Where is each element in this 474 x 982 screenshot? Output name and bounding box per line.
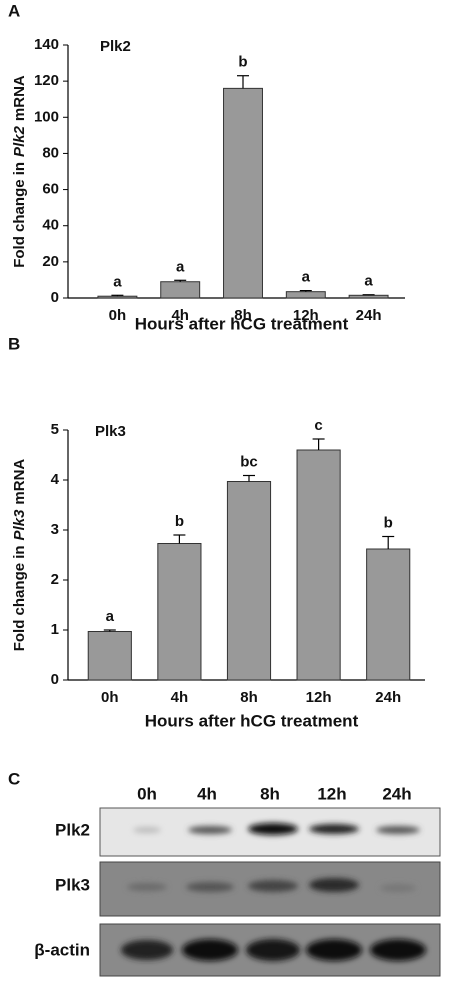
significance-label: a [176,258,185,275]
x-tick-label: 24h [356,307,382,324]
y-axis-label-part: mRNA [11,459,28,505]
y-tick-label: 2 [51,571,59,588]
bar [366,548,411,681]
band [127,883,167,891]
error-bar [237,75,249,89]
x-tick-label: 24h [375,689,401,706]
lane-label: 0h [137,784,157,803]
significance-label: b [384,514,393,531]
band [246,939,300,961]
significance-label: a [302,269,311,286]
y-tick-label: 60 [42,181,59,198]
band [380,884,416,892]
y-tick-label: 80 [42,144,59,161]
y-tick-label: 0 [51,671,59,688]
bar [223,87,263,299]
error-bar [382,535,395,549]
y-tick-label: 100 [34,108,59,125]
y-axis-label-part: Plk2 [11,125,28,157]
band [370,939,426,961]
band [248,880,298,892]
error-bar [103,629,116,632]
bar [348,294,389,299]
y-axis-label-part: mRNA [11,75,28,121]
x-tick-label: 8h [240,689,258,706]
error-bar [299,289,312,292]
x-tick-label: 0h [109,307,127,324]
y-axis-label-part: Fold change in [11,162,28,268]
error-bar [243,474,255,482]
x-tick-label: 4h [171,307,189,324]
y-axis-label: Fold change in Plk2 mRNA [11,75,28,268]
row-label: Plk3 [55,875,90,894]
y-axis-label-part: Fold change in [11,545,28,651]
significance-label: b [238,54,247,71]
band [309,824,359,834]
band [248,823,298,835]
error-bar [312,438,325,450]
y-tick-label: 40 [42,217,59,234]
bar [87,631,132,681]
y-tick-label: 3 [51,521,59,538]
x-tick-label: 4h [171,689,189,706]
y-axis-label-part: Plk3 [11,509,28,541]
error-bar [362,294,375,296]
significance-label: c [314,417,322,434]
y-tick-label: 20 [42,253,59,270]
y-tick-label: 0 [51,289,59,306]
x-axis-label: Hours after hCG treatment [135,314,349,333]
bar [226,481,272,681]
band [188,826,232,834]
panel-label: A [8,1,20,20]
y-tick-label: 1 [51,621,59,638]
y-tick-label: 120 [34,72,59,89]
lane-label: 8h [260,784,280,803]
y-tick-label: 4 [51,471,60,488]
bar [97,295,138,299]
row-label: Plk2 [55,820,90,839]
row-label: β-actin [34,940,90,959]
lane-label: 12h [317,784,346,803]
y-tick-label: 5 [51,421,59,438]
x-tick-label: 12h [306,689,332,706]
error-bar [111,294,124,297]
panel-label: C [8,769,20,788]
lane-label: 24h [382,784,411,803]
band [186,882,234,892]
significance-label: b [175,513,184,530]
x-tick-label: 12h [293,307,319,324]
significance-label: a [113,273,122,290]
chart-title: Plk3 [95,423,126,440]
y-tick-label: 140 [34,36,59,53]
chart-title: Plk2 [100,38,131,55]
x-tick-label: 0h [101,689,119,706]
panel-label: B [8,334,20,353]
significance-label: a [364,273,373,290]
x-axis-label: Hours after hCG treatment [145,711,359,730]
error-bar [174,279,187,282]
significance-label: a [106,608,115,625]
band [306,939,362,961]
bar [160,281,201,299]
bar [296,449,341,681]
blot [99,807,441,977]
bar [157,543,202,681]
y-axis-label: Fold change in Plk3 mRNA [11,459,28,652]
band [309,878,359,892]
band [121,940,173,960]
x-tick-label: 8h [234,307,252,324]
bar [285,291,326,299]
lane-label: 4h [197,784,217,803]
error-bar [173,534,186,544]
band [133,827,161,833]
band [182,939,238,961]
band [376,826,420,834]
significance-label: bc [240,453,258,470]
